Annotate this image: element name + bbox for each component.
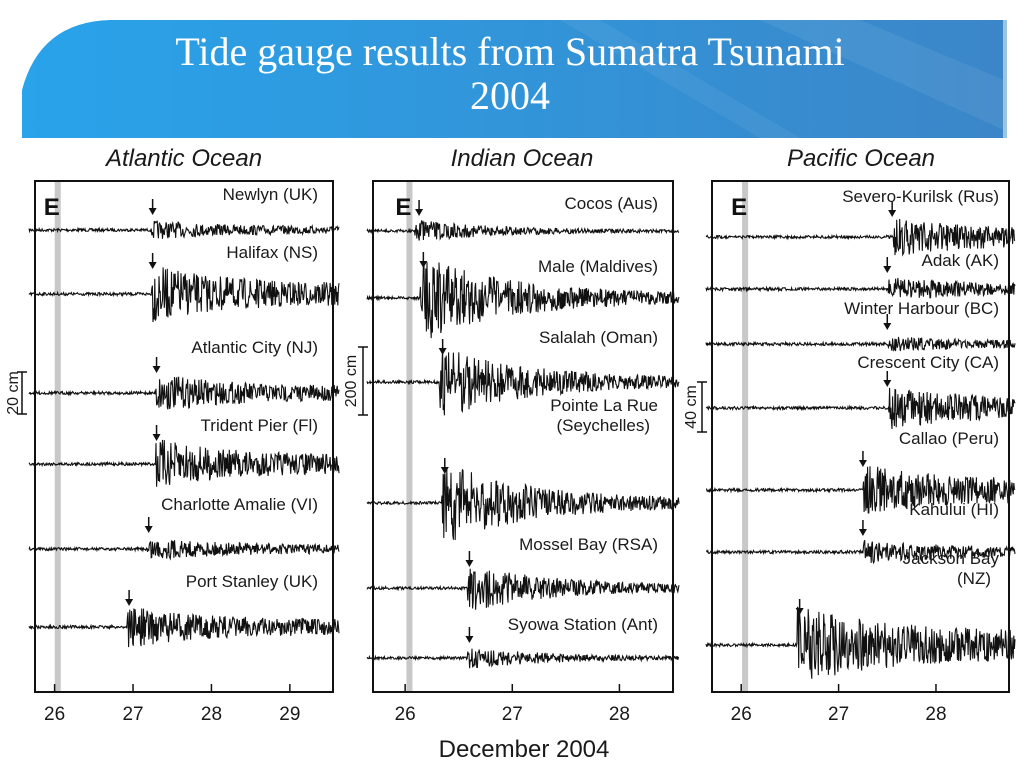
event-label: E xyxy=(395,194,411,221)
x-tick-label: 28 xyxy=(201,704,222,725)
series-label: Mossel Bay (RSA) xyxy=(519,535,658,554)
arrival-arrow-head xyxy=(152,434,161,441)
arrival-arrow-head xyxy=(419,261,428,268)
arrival-arrow-head xyxy=(465,560,474,567)
arrival-arrow-head xyxy=(795,608,804,615)
series-trace xyxy=(366,345,680,416)
series-label: Callao (Peru) xyxy=(899,429,999,448)
series-trace xyxy=(366,220,680,241)
arrival-arrow-head xyxy=(858,529,867,536)
series-label: Charlotte Amalie (VI) xyxy=(161,495,318,514)
panel-1: Indian Ocean E 26 27 28 Cocos (Aus) Male (Mald… xyxy=(343,145,680,725)
arrival-arrow-head xyxy=(144,526,153,533)
series-label: Severo-Kurilsk (Rus) xyxy=(842,187,999,206)
plot-frame xyxy=(34,180,334,693)
series-trace xyxy=(705,606,1016,679)
slide-title: Tide gauge results from Sumatra Tsunami … xyxy=(60,30,960,118)
panel-title: Atlantic Ocean xyxy=(104,145,262,172)
arrival-arrow-head xyxy=(440,467,449,474)
series-trace xyxy=(705,336,1016,352)
panel-2: Pacific Ocean E 26 27 28 Severo-Kurilsk (Rus)… xyxy=(683,145,1016,725)
series-label: Atlantic City (NJ) xyxy=(191,338,318,357)
series-label: Trident Pier (Fl) xyxy=(201,416,318,435)
x-tick-label: 28 xyxy=(609,704,630,725)
slide-title-line1: Tide gauge results from Sumatra Tsunami xyxy=(175,29,845,74)
series-trace xyxy=(28,608,340,648)
series-trace xyxy=(28,220,340,239)
x-tick-label: 27 xyxy=(502,704,523,725)
arrival-arrow-head xyxy=(415,209,424,216)
series-label: Newlyn (UK) xyxy=(223,185,318,204)
series-label: Adak (AK) xyxy=(922,251,999,270)
x-axis-label: December 2004 xyxy=(439,736,610,763)
series-label: Winter Harbour (BC) xyxy=(844,299,999,318)
series-trace xyxy=(366,568,680,610)
arrival-arrow-head xyxy=(438,348,447,355)
series-label: Cocos (Aus) xyxy=(564,194,658,213)
event-marker xyxy=(54,182,61,691)
series-label: Pointe La Rue (Seychelles) xyxy=(550,396,658,435)
scale-bar-label: 200 cm xyxy=(343,355,360,407)
scale-bar-label: 40 cm xyxy=(683,385,700,429)
slide-title-line2: 2004 xyxy=(470,73,550,118)
series-label: Crescent City (CA) xyxy=(857,353,999,372)
arrival-arrow-head xyxy=(465,636,474,643)
arrival-arrow-head xyxy=(152,366,161,373)
panel-title: Pacific Ocean xyxy=(787,145,935,172)
arrival-arrow-head xyxy=(858,460,867,467)
scale-bar-label: 20 cm xyxy=(5,371,22,415)
arrival-arrow-head xyxy=(125,599,134,606)
series-trace xyxy=(28,439,340,487)
series-trace xyxy=(366,648,680,669)
arrival-arrow-head xyxy=(883,380,892,387)
series-trace xyxy=(28,376,340,410)
title-banner xyxy=(22,20,1007,138)
arrival-arrow-head xyxy=(148,262,157,269)
series-label: Male (Maldives) xyxy=(538,257,658,276)
event-marker xyxy=(742,182,749,691)
plot-frame xyxy=(711,180,1010,693)
panel-0: Atlantic Ocean E 26 27 28 29 Newlyn (UK) Halifa… xyxy=(5,145,340,725)
series-trace xyxy=(706,540,1016,565)
series-trace xyxy=(28,540,340,561)
series-trace xyxy=(28,267,340,323)
series-trace xyxy=(705,466,1016,514)
x-tick-label: 27 xyxy=(828,704,849,725)
arrival-arrow-head xyxy=(888,210,897,217)
x-tick-label: 26 xyxy=(44,704,65,725)
series-label: Salalah (Oman) xyxy=(539,328,658,347)
series-label: Port Stanley (UK) xyxy=(186,572,318,591)
event-marker xyxy=(406,182,413,691)
series-label: Syowa Station (Ant) xyxy=(508,615,658,634)
series-label: Halifax (NS) xyxy=(226,243,318,262)
plot-frame xyxy=(372,180,674,693)
arrival-arrow-head xyxy=(883,323,892,330)
series-label: Kahului (HI) xyxy=(909,500,999,519)
x-tick-label: 26 xyxy=(395,704,416,725)
panel-title: Indian Ocean xyxy=(451,145,594,172)
event-label: E xyxy=(44,194,60,221)
x-tick-label: 27 xyxy=(122,704,143,725)
event-label: E xyxy=(731,194,747,221)
series-label: Jackson Bay (NZ) xyxy=(903,549,1000,588)
series-trace xyxy=(705,277,1016,299)
series-trace xyxy=(366,261,680,339)
series-trace xyxy=(705,218,1016,257)
arrival-arrow-head xyxy=(148,208,157,215)
x-tick-label: 28 xyxy=(925,704,946,725)
series-trace xyxy=(366,468,680,541)
series-trace xyxy=(705,387,1016,429)
x-tick-label: 26 xyxy=(731,704,752,725)
arrival-arrow-head xyxy=(883,266,892,273)
x-tick-label: 29 xyxy=(279,704,300,725)
banner-shape xyxy=(22,20,1004,138)
